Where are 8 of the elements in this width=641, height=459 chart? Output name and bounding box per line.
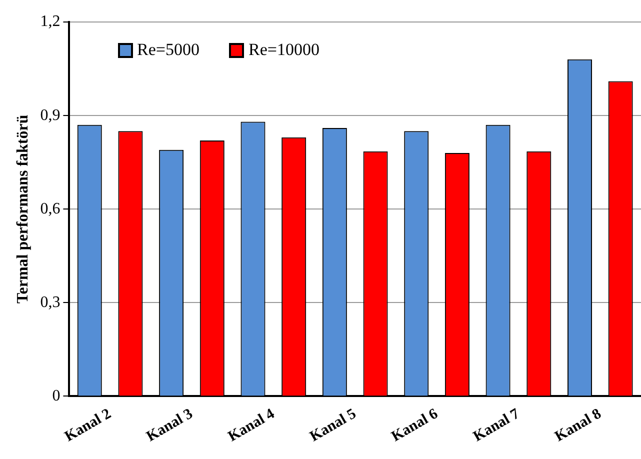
y-tick-label: 1,2 bbox=[40, 13, 60, 30]
y-tick-label: 0,6 bbox=[40, 200, 60, 218]
y-tick-label: 0,9 bbox=[40, 106, 60, 124]
legend-label: Re=5000 bbox=[137, 40, 200, 60]
y-axis-title: Termal performans faktörü bbox=[14, 114, 32, 304]
y-tick-label: 0 bbox=[52, 387, 60, 404]
y-tick-label: 0,3 bbox=[40, 294, 60, 311]
legend-label: Re=10000 bbox=[248, 40, 320, 60]
